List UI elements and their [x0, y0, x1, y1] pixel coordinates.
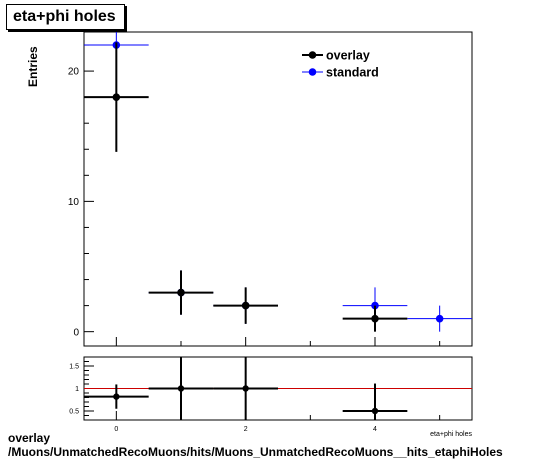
y-tick-label: 0 [73, 327, 79, 338]
x-axis-label: eta+phi holes [430, 431, 472, 438]
ratio-data-marks [84, 357, 472, 420]
legend-standard-label: standard [326, 66, 379, 80]
y-tick-label: 20 [68, 67, 80, 78]
legend-overlay-label: overlay [326, 49, 370, 63]
caption-path: /Muons/UnmatchedRecoMuons/hits/Muons_Unm… [8, 445, 503, 459]
legend: overlay standard [302, 49, 379, 80]
data-point [177, 288, 185, 297]
data-point [371, 407, 379, 415]
legend-standard-marker [308, 68, 317, 76]
y-tick-label: 0.5 [69, 409, 79, 416]
y-tick-label: 1.5 [69, 364, 79, 371]
x-tick-label: 4 [373, 426, 377, 433]
data-point [112, 93, 121, 101]
y-tick-label: 1 [75, 386, 79, 393]
y-axis-label: Entries [26, 46, 40, 87]
data-point [242, 385, 249, 392]
y-tick-label: 10 [68, 197, 80, 208]
data-point [371, 314, 379, 323]
legend-overlay-marker [308, 51, 317, 59]
main-axis-ticks: 0 10 20 [68, 44, 441, 346]
data-point [177, 385, 185, 392]
caption-label: overlay [8, 431, 51, 445]
x-tick-label: 0 [114, 426, 118, 433]
data-point [435, 314, 444, 323]
ratio-axis-ticks: 0 2 4 0.5 1 1.5 [69, 356, 441, 433]
histogram-path-caption: overlay /Muons/UnmatchedRecoMuons/hits/M… [8, 431, 503, 459]
data-point [241, 301, 250, 310]
data-point [113, 393, 120, 400]
main-plot-frame [83, 31, 473, 347]
histogram-title: eta+phi holes [6, 4, 125, 30]
x-tick-label: 2 [244, 426, 248, 433]
main-data-marks [84, 32, 472, 332]
